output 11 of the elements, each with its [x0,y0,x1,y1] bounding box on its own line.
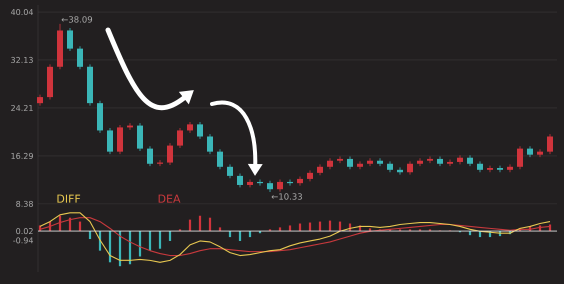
y-tick-label: 24.21 [11,104,33,111]
annotation: ←38.09 [62,16,92,23]
y-tick-label: 16.29 [11,152,33,159]
y-tick-label: 32.13 [11,56,33,63]
series-label: DIFF [57,194,80,203]
y-tick-label: 0.02 [16,228,33,234]
annotation: ←10.33 [272,193,302,200]
y-tick-label: -0.94 [13,237,34,244]
text: DEA [158,194,180,203]
y-tick-label: 40.04 [10,8,34,16]
y-tick-label: 8.38 [16,200,33,207]
